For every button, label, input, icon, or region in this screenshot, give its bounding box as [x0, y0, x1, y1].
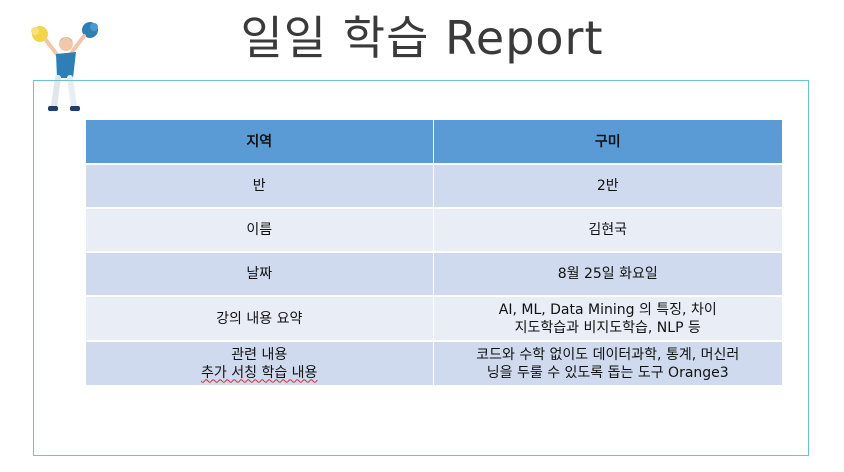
row-label-cell: 이름	[86, 208, 434, 253]
row-value-cell: 김현국	[433, 208, 782, 253]
header-value-cell: 구미	[433, 120, 782, 165]
table-header-row: 지역 구미	[86, 120, 782, 165]
row-label-cell: 강의 내용 요약	[86, 296, 434, 342]
related-label-line-2: 추가 서칭 학습 내용	[201, 364, 318, 381]
content-frame	[33, 80, 809, 456]
table-row: 관련 내용 추가 서칭 학습 내용 코드와 수학 없이도 데이터과학, 통계, …	[86, 341, 782, 387]
table-row: 강의 내용 요약 AI, ML, Data Mining 의 특징, 차이 지도…	[86, 296, 782, 342]
row-value-cell: AI, ML, Data Mining 의 특징, 차이 지도학습과 비지도학습…	[433, 296, 782, 342]
row-label-cell: 날짜	[86, 252, 434, 297]
table-row: 이름 김현국	[86, 208, 782, 253]
row-value-cell: 8월 25일 화요일	[433, 252, 782, 297]
row-value-cell: 2반	[433, 164, 782, 209]
info-table: 지역 구미 반 2반 이름 김현국 날짜 8월 25일 화요일 강의 내용 요약…	[86, 120, 782, 387]
related-value-line-1: 코드와 수학 없이도 데이터과학, 통계, 머신러	[476, 346, 740, 363]
summary-line-2: 지도학습과 비지도학습, NLP 등	[514, 319, 701, 336]
cheerleader-figure-icon	[31, 22, 98, 111]
table-row: 날짜 8월 25일 화요일	[86, 252, 782, 297]
page-title: 일일 학습 Report	[240, 11, 604, 65]
table-row: 반 2반	[86, 164, 782, 209]
summary-line-1: AI, ML, Data Mining 의 특징, 차이	[498, 301, 717, 318]
row-label-cell: 관련 내용 추가 서칭 학습 내용	[86, 341, 434, 387]
row-label-cell: 반	[86, 164, 434, 209]
row-value-cell: 코드와 수학 없이도 데이터과학, 통계, 머신러 닝을 두룰 수 있도록 돕는…	[433, 341, 782, 387]
related-label-line-1: 관련 내용	[231, 346, 288, 363]
related-value-line-2: 닝을 두룰 수 있도록 돕는 도구 Orange3	[486, 364, 729, 381]
header-label-cell: 지역	[86, 120, 434, 165]
